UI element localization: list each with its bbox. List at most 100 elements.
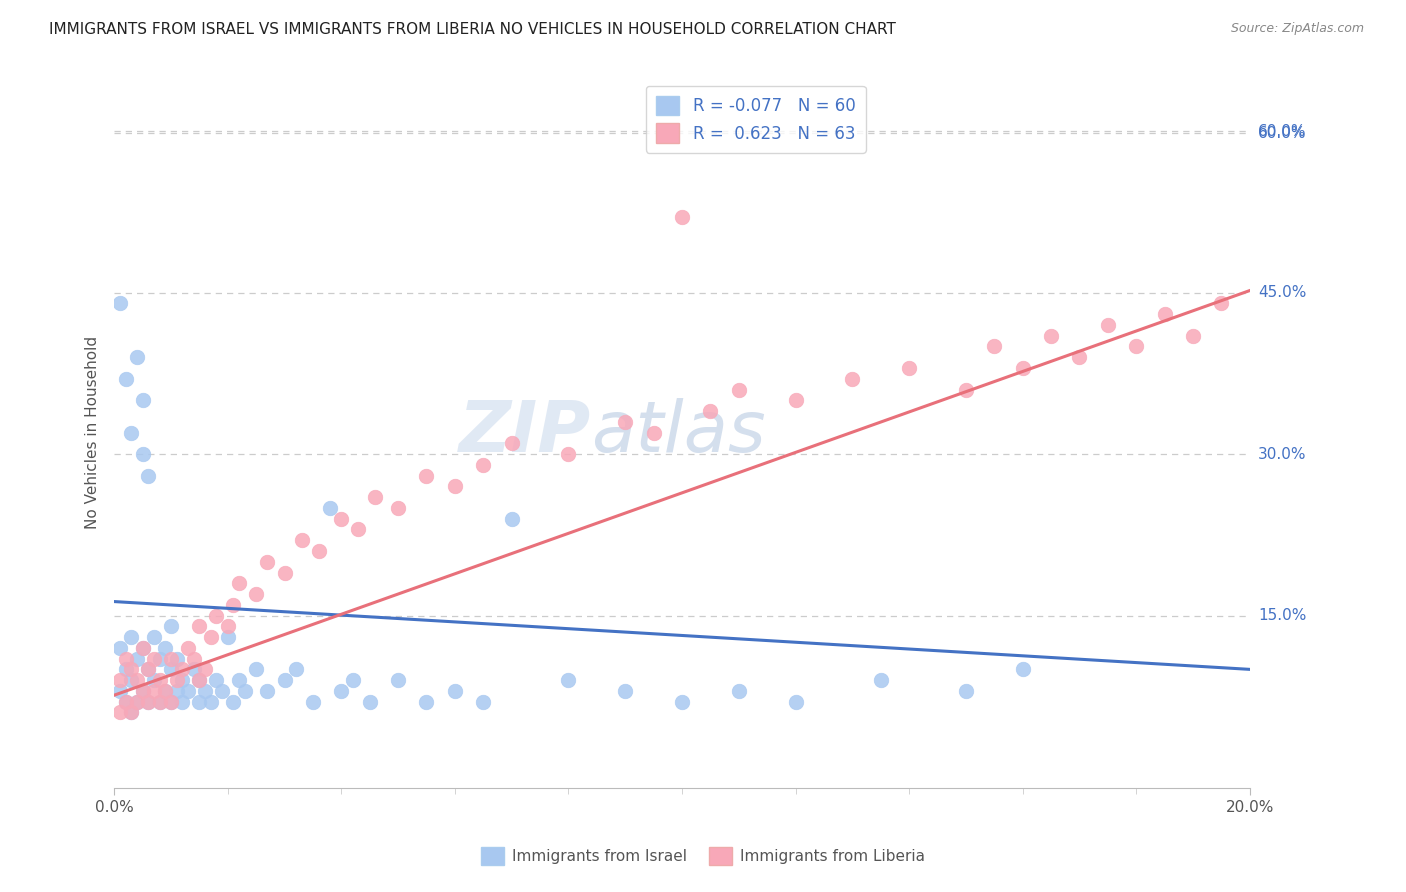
- Point: [1211, 296, 1233, 310]
- Point: [108, 673, 131, 687]
- Point: [222, 598, 245, 612]
- Point: [898, 361, 921, 376]
- Point: [557, 447, 579, 461]
- Point: [501, 511, 523, 525]
- Point: [172, 673, 194, 687]
- Legend: Immigrants from Israel, Immigrants from Liberia: Immigrants from Israel, Immigrants from …: [475, 841, 931, 871]
- Point: [142, 630, 165, 644]
- Point: [643, 425, 665, 440]
- Point: [177, 640, 200, 655]
- Text: ZIP: ZIP: [458, 398, 591, 467]
- Point: [228, 673, 250, 687]
- Point: [1153, 307, 1175, 321]
- Point: [114, 695, 136, 709]
- Point: [869, 673, 891, 687]
- Point: [200, 695, 222, 709]
- Point: [142, 673, 165, 687]
- Point: [125, 695, 148, 709]
- Point: [1040, 328, 1063, 343]
- Point: [160, 651, 183, 665]
- Point: [330, 511, 353, 525]
- Point: [125, 351, 148, 365]
- Point: [245, 662, 267, 676]
- Point: [364, 490, 387, 504]
- Point: [160, 662, 183, 676]
- Point: [188, 619, 211, 633]
- Point: [131, 640, 153, 655]
- Point: [136, 695, 159, 709]
- Point: [205, 608, 228, 623]
- Point: [308, 544, 330, 558]
- Point: [955, 383, 977, 397]
- Point: [347, 523, 370, 537]
- Point: [671, 211, 693, 225]
- Point: [256, 684, 278, 698]
- Point: [228, 576, 250, 591]
- Point: [108, 640, 131, 655]
- Point: [142, 684, 165, 698]
- Point: [188, 673, 211, 687]
- Point: [1069, 351, 1091, 365]
- Point: [108, 684, 131, 698]
- Point: [114, 372, 136, 386]
- Point: [172, 695, 194, 709]
- Point: [120, 662, 142, 676]
- Point: [155, 684, 177, 698]
- Point: [120, 706, 142, 720]
- Point: [172, 662, 194, 676]
- Point: [284, 662, 307, 676]
- Point: [166, 651, 188, 665]
- Point: [273, 566, 295, 580]
- Text: 30.0%: 30.0%: [1258, 447, 1306, 462]
- Text: 60.0%: 60.0%: [1258, 124, 1306, 139]
- Point: [120, 706, 142, 720]
- Text: atlas: atlas: [591, 398, 766, 467]
- Point: [114, 695, 136, 709]
- Point: [131, 447, 153, 461]
- Point: [125, 673, 148, 687]
- Point: [444, 479, 467, 493]
- Point: [727, 383, 749, 397]
- Point: [841, 372, 863, 386]
- Point: [108, 706, 131, 720]
- Point: [472, 695, 495, 709]
- Text: Source: ZipAtlas.com: Source: ZipAtlas.com: [1230, 22, 1364, 36]
- Point: [194, 662, 217, 676]
- Point: [166, 673, 188, 687]
- Point: [188, 673, 211, 687]
- Point: [183, 651, 205, 665]
- Point: [120, 425, 142, 440]
- Point: [183, 662, 205, 676]
- Point: [330, 684, 353, 698]
- Point: [160, 695, 183, 709]
- Point: [233, 684, 256, 698]
- Point: [1011, 361, 1033, 376]
- Point: [245, 587, 267, 601]
- Point: [149, 651, 172, 665]
- Point: [149, 673, 172, 687]
- Point: [501, 436, 523, 450]
- Point: [614, 415, 637, 429]
- Point: [415, 695, 437, 709]
- Point: [319, 500, 342, 515]
- Point: [444, 684, 467, 698]
- Point: [205, 673, 228, 687]
- Point: [342, 673, 364, 687]
- Point: [359, 695, 381, 709]
- Point: [114, 651, 136, 665]
- Point: [302, 695, 325, 709]
- Point: [415, 468, 437, 483]
- Point: [120, 630, 142, 644]
- Point: [217, 630, 239, 644]
- Point: [131, 393, 153, 408]
- Point: [136, 662, 159, 676]
- Point: [614, 684, 637, 698]
- Legend: R = -0.077   N = 60, R =  0.623   N = 63: R = -0.077 N = 60, R = 0.623 N = 63: [647, 86, 866, 153]
- Point: [120, 673, 142, 687]
- Point: [166, 684, 188, 698]
- Point: [108, 296, 131, 310]
- Text: 15.0%: 15.0%: [1258, 608, 1306, 623]
- Point: [131, 684, 153, 698]
- Point: [983, 339, 1005, 353]
- Point: [222, 695, 245, 709]
